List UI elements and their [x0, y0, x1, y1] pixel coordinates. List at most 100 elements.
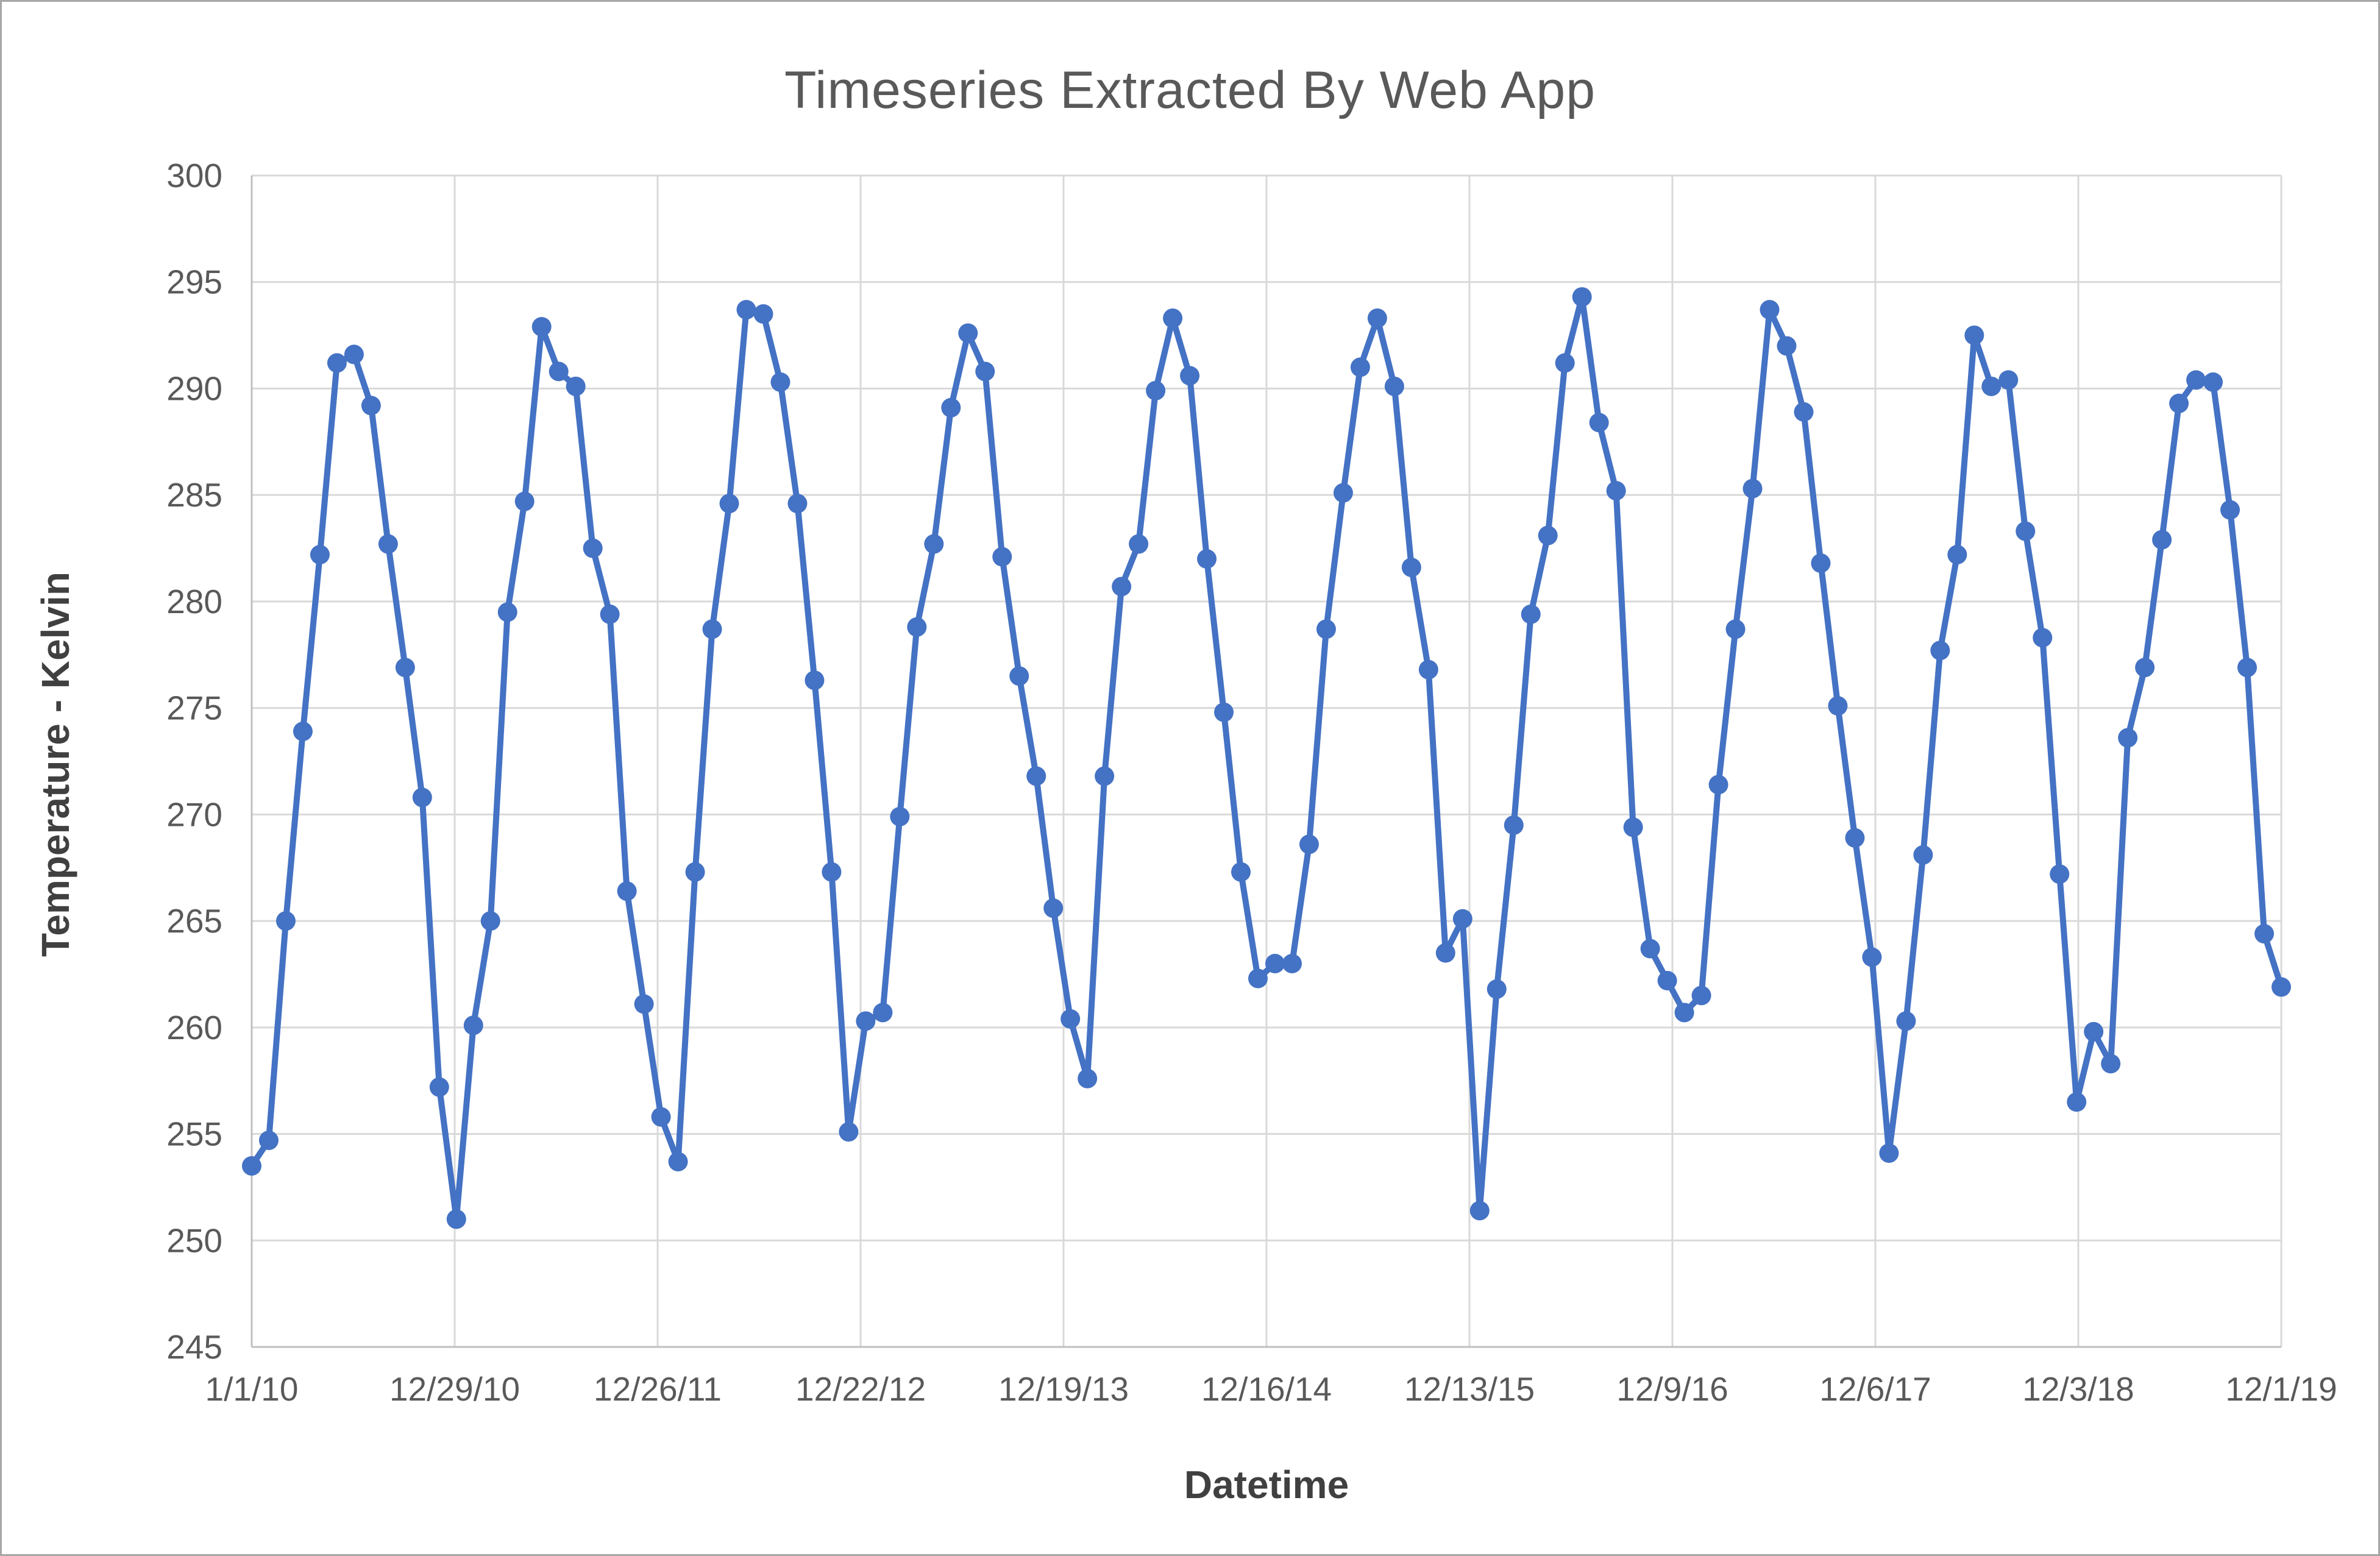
data-point	[1555, 353, 1575, 373]
data-point	[310, 545, 330, 565]
data-point	[1026, 766, 1046, 786]
data-point	[770, 372, 790, 392]
data-point	[412, 787, 432, 808]
x-tick-label: 12/3/18	[2022, 1370, 2134, 1408]
y-tick-label: 290	[166, 369, 222, 407]
y-tick-label: 245	[166, 1328, 222, 1366]
temperature-series-line	[249, 294, 2284, 1223]
x-tick-label: 12/9/16	[1616, 1370, 1728, 1408]
data-point	[822, 862, 842, 882]
y-tick-label: 280	[166, 583, 222, 620]
data-point	[1521, 604, 1541, 624]
data-point	[242, 1156, 261, 1176]
data-point	[275, 911, 296, 931]
data-point	[1725, 619, 1746, 639]
data-point	[1197, 549, 1217, 569]
data-point	[805, 670, 825, 691]
data-point	[1845, 828, 1865, 848]
data-point	[1333, 483, 1353, 503]
data-point	[1163, 308, 1183, 329]
data-point	[787, 494, 808, 514]
data-point	[1452, 909, 1472, 929]
data-point	[1487, 979, 1507, 999]
data-point	[1674, 1003, 1694, 1023]
data-point	[958, 323, 978, 343]
data-point	[344, 344, 364, 364]
data-point	[566, 376, 586, 396]
x-tick-label: 12/22/12	[795, 1370, 926, 1408]
data-point	[1862, 947, 1882, 967]
data-point	[2169, 393, 2189, 413]
x-tick-label: 12/26/11	[594, 1370, 722, 1408]
data-point	[293, 722, 313, 742]
data-point	[2101, 1054, 2121, 1074]
data-point	[1828, 696, 1848, 716]
data-point	[2254, 924, 2275, 944]
data-point	[1316, 619, 1336, 639]
data-point	[1777, 336, 1797, 356]
data-point	[668, 1151, 688, 1171]
data-point	[1708, 775, 1728, 795]
x-tick-label: 1/1/10	[205, 1370, 299, 1408]
data-point	[651, 1107, 671, 1127]
x-tick-label: 12/19/13	[998, 1370, 1129, 1408]
y-tick-label: 260	[166, 1009, 222, 1046]
data-point	[2118, 728, 2138, 748]
data-point	[941, 397, 961, 417]
data-point	[1879, 1143, 1899, 1163]
data-point	[685, 862, 705, 882]
data-point	[1401, 557, 1421, 577]
data-point	[1811, 553, 1831, 574]
data-point	[1350, 357, 1370, 377]
data-point	[531, 317, 552, 337]
data-point	[1248, 968, 1268, 989]
y-tick-label: 295	[166, 263, 222, 301]
data-point	[327, 353, 347, 373]
data-point	[1129, 534, 1149, 554]
data-point	[395, 658, 415, 678]
x-tick-label: 12/16/14	[1201, 1370, 1332, 1408]
data-point	[2152, 530, 2172, 550]
data-point	[753, 304, 773, 324]
chart-title: Timeseries Extracted By Web App	[784, 61, 1596, 119]
data-point	[617, 881, 637, 901]
data-point	[1060, 1009, 1081, 1029]
data-point	[1998, 370, 2019, 390]
data-point	[1981, 376, 2002, 396]
data-point	[1078, 1068, 1098, 1089]
data-point	[514, 491, 535, 511]
x-axis-title: Datetime	[1184, 1463, 1349, 1507]
data-point	[1504, 815, 1524, 835]
data-point	[2186, 370, 2206, 390]
data-point	[600, 604, 620, 624]
data-point	[2203, 372, 2223, 392]
data-point	[1299, 834, 1319, 854]
data-point	[907, 617, 927, 637]
data-point	[2272, 977, 2291, 997]
data-point	[719, 494, 739, 514]
data-point	[1095, 766, 1115, 786]
data-point	[463, 1015, 483, 1036]
data-point	[873, 1003, 893, 1023]
data-point	[583, 538, 603, 558]
data-point	[378, 534, 398, 554]
data-point	[975, 361, 995, 382]
data-point	[1794, 402, 1814, 422]
data-point	[480, 911, 500, 931]
data-point	[1282, 953, 1302, 973]
data-point	[2237, 658, 2257, 678]
data-point	[1112, 577, 1132, 597]
x-tick-label: 12/29/10	[389, 1370, 520, 1408]
data-point	[497, 602, 517, 622]
data-point	[856, 1011, 876, 1031]
x-tick-label: 12/1/19	[2225, 1370, 2337, 1408]
data-point	[1760, 300, 1780, 320]
data-point	[429, 1077, 449, 1097]
data-point	[634, 994, 654, 1014]
data-point	[1367, 308, 1387, 329]
data-point	[1930, 641, 1950, 661]
data-point	[1435, 943, 1455, 963]
data-point	[446, 1209, 466, 1229]
data-point	[1231, 862, 1251, 882]
data-point	[1606, 481, 1626, 501]
